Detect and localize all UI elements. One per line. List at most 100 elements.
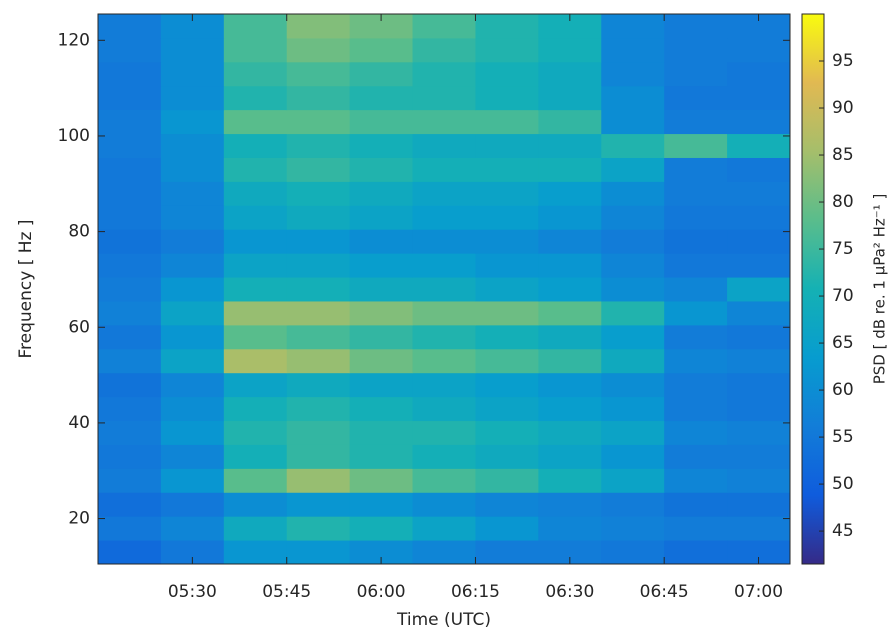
heatmap-cell	[727, 85, 791, 111]
heatmap-cell	[538, 324, 602, 350]
heatmap-cell	[412, 277, 476, 302]
heatmap-cell	[727, 205, 791, 230]
colorbar-tick-label: 55	[832, 427, 854, 447]
heatmap-cell	[412, 540, 476, 565]
heatmap-cell	[664, 540, 728, 565]
heatmap-cell	[538, 492, 602, 517]
heatmap-cell	[286, 85, 351, 111]
heatmap-cell	[475, 300, 539, 326]
heatmap-cell	[475, 372, 539, 398]
heatmap-cell	[727, 444, 791, 469]
heatmap-cell	[475, 468, 539, 493]
heatmap-cell	[664, 133, 728, 158]
heatmap-cell	[601, 420, 665, 445]
heatmap-cell	[664, 348, 728, 374]
heatmap-cell	[286, 157, 351, 182]
heatmap-cell	[475, 181, 539, 206]
heatmap-cell	[160, 85, 225, 111]
heatmap-cell	[349, 348, 414, 374]
heatmap-cell	[601, 300, 665, 326]
heatmap-cell	[601, 396, 665, 422]
heatmap-cell	[601, 444, 665, 469]
heatmap-cell	[349, 372, 414, 398]
heatmap-cell	[412, 37, 476, 63]
heatmap-cell	[223, 420, 288, 445]
x-tick-label: 06:15	[451, 582, 500, 602]
heatmap-cell	[160, 420, 225, 445]
heatmap-cell	[160, 205, 225, 230]
heatmap-cell	[601, 157, 665, 182]
heatmap-cell	[349, 61, 414, 87]
heatmap-cell	[412, 85, 476, 111]
colorbar-tick-label: 85	[832, 145, 854, 165]
y-tick-label: 120	[58, 30, 90, 50]
heatmap-cell	[223, 468, 288, 493]
x-axis-label: Time (UTC)	[396, 610, 491, 630]
heatmap-cell	[412, 444, 476, 469]
heatmap-cell	[160, 372, 225, 398]
heatmap-cell	[98, 540, 162, 565]
colorbar-tick-label: 90	[832, 98, 854, 118]
heatmap-cell	[412, 492, 476, 517]
x-tick-label: 06:45	[640, 582, 689, 602]
heatmap-cell	[286, 420, 351, 445]
heatmap-cell	[412, 372, 476, 398]
heatmap-cell	[475, 492, 539, 517]
heatmap-cell	[160, 253, 225, 278]
heatmap-cell	[349, 492, 414, 517]
heatmap-cell	[412, 468, 476, 493]
heatmap-cell	[286, 253, 351, 278]
heatmap-cell	[98, 14, 162, 39]
heatmap-cell	[538, 420, 602, 445]
heatmap-cell	[727, 229, 791, 254]
heatmap-cell	[98, 109, 162, 135]
heatmap-cell	[601, 205, 665, 230]
heatmap-cell	[538, 37, 602, 63]
y-tick-label: 80	[68, 222, 90, 242]
heatmap-cell	[412, 420, 476, 445]
heatmap-cell	[601, 109, 665, 135]
heatmap-cell	[223, 492, 288, 517]
heatmap-cell	[475, 61, 539, 87]
heatmap-cell	[727, 133, 791, 158]
heatmap-cell	[664, 14, 728, 39]
heatmap-cell	[727, 300, 791, 326]
heatmap-cell	[664, 396, 728, 422]
heatmap-cell	[286, 492, 351, 517]
heatmap-cell	[538, 157, 602, 182]
heatmap-cell	[98, 396, 162, 422]
heatmap-cell	[538, 516, 602, 541]
heatmap-cell	[475, 133, 539, 158]
colorbar-tick-label: 60	[832, 380, 854, 400]
heatmap-cell	[538, 253, 602, 278]
heatmap-cell	[601, 85, 665, 111]
heatmap-cell	[475, 516, 539, 541]
heatmap-cell	[538, 396, 602, 422]
heatmap-cell	[98, 85, 162, 111]
heatmap-cell	[160, 396, 225, 422]
heatmap-cell	[538, 348, 602, 374]
heatmap-cell	[475, 348, 539, 374]
heatmap-cell	[349, 444, 414, 469]
heatmap-cell	[664, 181, 728, 206]
heatmap-cell	[98, 37, 162, 63]
heatmap-cell	[223, 37, 288, 63]
heatmap-cell	[727, 157, 791, 182]
heatmap-cell	[349, 157, 414, 182]
heatmap-cell	[727, 324, 791, 350]
heatmap-cell	[98, 61, 162, 87]
heatmap	[98, 14, 791, 565]
heatmap-cell	[98, 468, 162, 493]
heatmap-cell	[664, 444, 728, 469]
heatmap-cell	[349, 253, 414, 278]
heatmap-cell	[412, 396, 476, 422]
heatmap-cell	[349, 37, 414, 63]
heatmap-cell	[727, 396, 791, 422]
heatmap-cell	[223, 181, 288, 206]
heatmap-cell	[727, 181, 791, 206]
heatmap-cell	[98, 133, 162, 158]
colorbar-tick-label: 65	[832, 333, 854, 353]
heatmap-cell	[98, 348, 162, 374]
heatmap-cell	[160, 492, 225, 517]
heatmap-cell	[475, 14, 539, 39]
